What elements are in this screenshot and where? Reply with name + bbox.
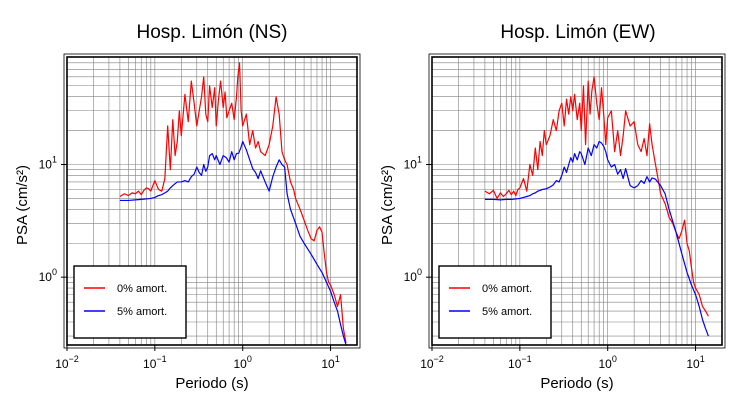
chart-panel-2: Hosp. Limón (EW) 10−2 10−1 100 101 100 101 Peri… <box>379 22 726 392</box>
legend-label: 5% amort. <box>482 306 532 318</box>
x-tick-label: 100 <box>599 354 617 371</box>
legend-label: 0% amort. <box>117 283 167 295</box>
plot-frame-outer <box>428 53 726 349</box>
y-tick-label: 101 <box>39 155 57 172</box>
legend: 0% amort. 5% amort. <box>438 265 552 339</box>
x-tick-label: 101 <box>686 354 704 371</box>
y-axis-label: PSA (cm/s²) <box>14 165 31 245</box>
legend-label: 5% amort. <box>117 306 167 318</box>
legend-box <box>73 265 187 339</box>
y-axis-label: PSA (cm/s²) <box>379 165 396 245</box>
plot-frame <box>66 56 358 346</box>
x-tick-label: 100 <box>234 354 252 371</box>
series-line-red <box>484 76 709 317</box>
legend-box <box>438 265 552 339</box>
x-tick-label: 10−2 <box>55 354 79 371</box>
chart-title: Hosp. Limón (NS) <box>137 22 288 43</box>
plot-frame <box>431 56 723 346</box>
x-axis-label: Periodo (s) <box>175 375 248 392</box>
x-tick-label: 10−1 <box>508 354 532 371</box>
grid-lines <box>66 56 358 345</box>
series-line-blue <box>484 140 709 337</box>
x-axis-label: Periodo (s) <box>540 375 613 392</box>
legend: 0% amort. 5% amort. <box>73 265 187 339</box>
chart-title: Hosp. Limón (EW) <box>500 22 655 43</box>
series-line-blue <box>119 140 347 346</box>
y-tick-label: 100 <box>39 267 57 284</box>
y-tick-label: 101 <box>404 155 422 172</box>
x-tick-label: 101 <box>321 354 339 371</box>
chart-panel-1: Hosp. Limón (NS) 10−2 10−1 100 101 100 101 Peri… <box>14 22 361 392</box>
y-tick-label: 100 <box>404 267 422 284</box>
series-line-red <box>119 62 347 344</box>
plot-frame-outer <box>63 53 361 349</box>
x-tick-label: 10−1 <box>143 354 167 371</box>
legend-label: 0% amort. <box>482 283 532 295</box>
x-tick-label: 10−2 <box>420 354 444 371</box>
